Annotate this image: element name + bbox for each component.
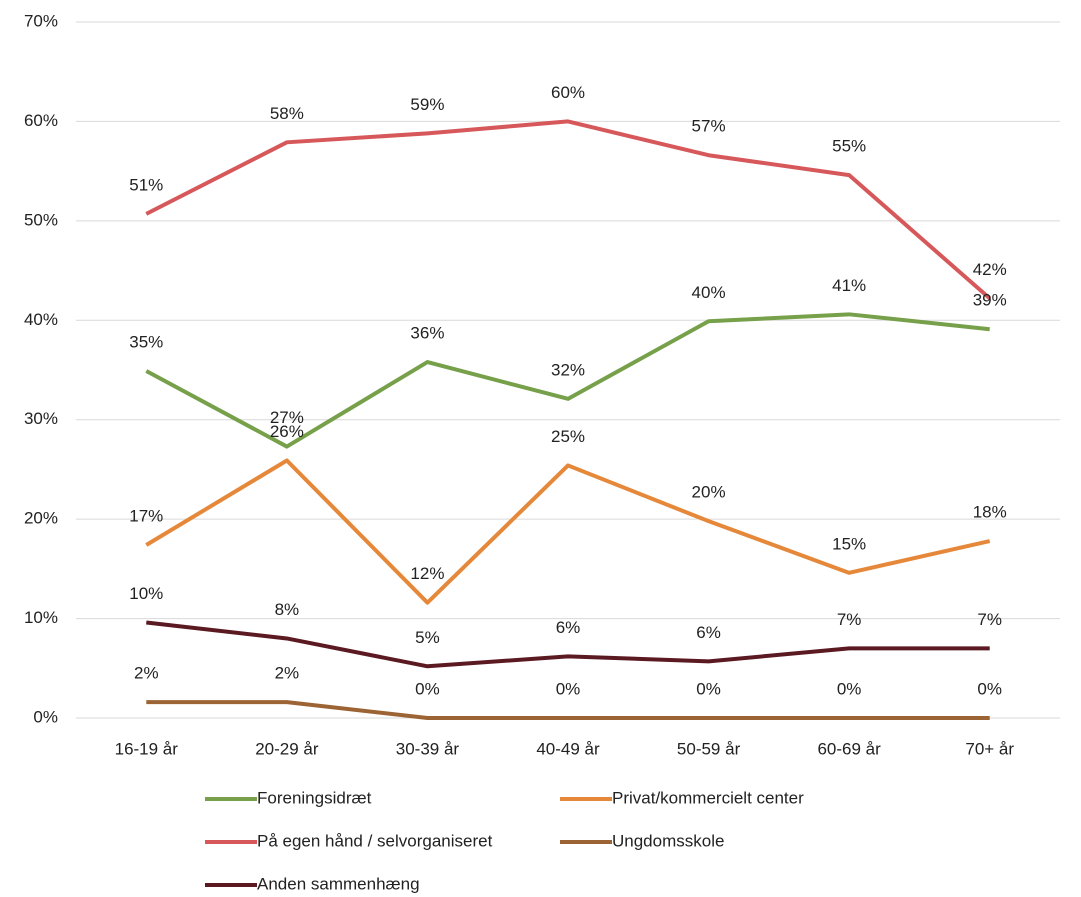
x-tick-label: 30-39 år bbox=[396, 739, 460, 758]
x-tick-label: 70+ år bbox=[965, 739, 1014, 758]
data-label: 40% bbox=[692, 283, 726, 302]
x-tick-label: 16-19 år bbox=[115, 739, 179, 758]
data-label: 0% bbox=[977, 679, 1002, 698]
data-label: 0% bbox=[696, 679, 721, 698]
x-tick-label: 50-59 år bbox=[677, 739, 741, 758]
data-label: 10% bbox=[129, 584, 163, 603]
data-label: 18% bbox=[973, 503, 1007, 522]
y-tick-label: 10% bbox=[24, 608, 58, 627]
data-label: 26% bbox=[270, 422, 304, 441]
series-line bbox=[145, 458, 991, 605]
data-label: 55% bbox=[832, 137, 866, 156]
data-label: 7% bbox=[977, 610, 1002, 629]
data-label: 57% bbox=[692, 117, 726, 136]
data-label: 0% bbox=[837, 679, 862, 698]
data-label: 20% bbox=[692, 483, 726, 502]
series-line bbox=[146, 700, 990, 720]
data-label: 7% bbox=[837, 610, 862, 629]
y-tick-label: 60% bbox=[24, 111, 58, 130]
y-tick-label: 30% bbox=[24, 409, 58, 428]
data-label: 0% bbox=[556, 679, 581, 698]
y-tick-label: 50% bbox=[24, 210, 58, 229]
legend-label: Foreningsidræt bbox=[257, 788, 372, 807]
data-label: 35% bbox=[129, 332, 163, 351]
data-label: 8% bbox=[275, 600, 300, 619]
x-tick-label: 60-69 år bbox=[817, 739, 881, 758]
series-line bbox=[145, 312, 990, 449]
data-label: 2% bbox=[134, 664, 159, 683]
data-label: 15% bbox=[832, 534, 866, 553]
legend-label: På egen hånd / selvorganiseret bbox=[257, 831, 493, 850]
data-label: 32% bbox=[551, 360, 585, 379]
data-label: 6% bbox=[696, 623, 721, 642]
x-tick-label: 20-29 år bbox=[255, 739, 319, 758]
data-label: 41% bbox=[832, 276, 866, 295]
y-tick-label: 70% bbox=[24, 11, 58, 30]
data-label: 6% bbox=[556, 618, 581, 637]
data-label: 59% bbox=[410, 95, 444, 114]
data-label: 51% bbox=[129, 175, 163, 194]
data-label: 0% bbox=[415, 679, 440, 698]
data-label: 27% bbox=[270, 408, 304, 427]
legend-label: Anden sammenhæng bbox=[257, 874, 420, 893]
data-label: 12% bbox=[410, 564, 444, 583]
data-label: 60% bbox=[551, 83, 585, 102]
data-label: 5% bbox=[415, 628, 440, 647]
series-line bbox=[146, 620, 990, 669]
y-tick-label: 20% bbox=[24, 509, 58, 528]
data-label: 36% bbox=[410, 324, 444, 343]
y-tick-label: 40% bbox=[24, 310, 58, 329]
data-label: 2% bbox=[275, 664, 300, 683]
x-tick-label: 40-49 år bbox=[536, 739, 600, 758]
legend-label: Privat/kommercielt center bbox=[612, 788, 804, 807]
data-label: 17% bbox=[129, 506, 163, 525]
data-label: 42% bbox=[973, 260, 1007, 279]
data-label: 58% bbox=[270, 104, 304, 123]
series-line bbox=[145, 119, 992, 300]
data-label: 39% bbox=[973, 291, 1007, 310]
y-tick-label: 0% bbox=[33, 707, 58, 726]
legend-label: Ungdomsskole bbox=[612, 831, 724, 850]
data-label: 25% bbox=[551, 427, 585, 446]
